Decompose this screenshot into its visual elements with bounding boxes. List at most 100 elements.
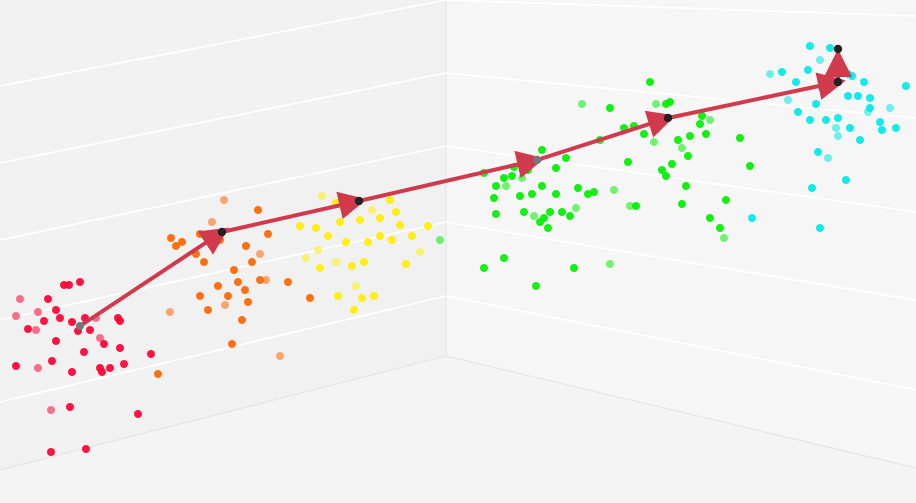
scatter-point — [318, 192, 326, 200]
scatter-point — [214, 282, 222, 290]
trajectory-waypoint — [833, 44, 843, 54]
scatter-point — [844, 92, 852, 100]
scatter-point — [682, 182, 690, 190]
gridline — [0, 221, 447, 321]
trajectory-waypoint — [354, 196, 364, 206]
scatter-point — [816, 224, 824, 232]
trajectory-arrow — [357, 150, 545, 203]
scatter-point — [502, 182, 510, 190]
scatter-point — [52, 337, 60, 345]
scatter-point — [208, 218, 216, 226]
gridlines — [0, 0, 916, 402]
scatter-point — [296, 222, 304, 230]
scatter-point — [832, 124, 840, 132]
scatter-point — [376, 232, 384, 240]
scatter-point — [698, 112, 706, 120]
scatter-point — [334, 292, 342, 300]
scatter-point — [552, 164, 560, 172]
scatter-point — [500, 174, 508, 182]
scatter-point — [16, 295, 24, 303]
scatter-point — [536, 218, 544, 226]
scatter-point — [606, 104, 614, 112]
scatter-point — [40, 317, 48, 325]
scatter-point — [626, 202, 634, 210]
scatter-point — [178, 238, 186, 246]
scatter-point — [234, 278, 242, 286]
scatter-point — [854, 92, 862, 100]
scatter-point — [386, 196, 394, 204]
scatter-point — [856, 136, 864, 144]
scatter-point — [834, 132, 842, 140]
scatter-point — [244, 298, 252, 306]
scatter-point — [686, 132, 694, 140]
scatter-point — [120, 360, 128, 368]
scatter-point — [408, 232, 416, 240]
scatter-point — [34, 364, 42, 372]
scatter-point — [492, 210, 500, 218]
scatter-point — [376, 214, 384, 222]
scatter-point — [256, 250, 264, 258]
trajectory-waypoint — [663, 113, 673, 123]
trajectory-arrow — [535, 110, 676, 162]
scatter-point — [248, 258, 256, 266]
scatter-point — [650, 138, 658, 146]
gridline — [445, 72, 916, 119]
scatter-point — [572, 204, 580, 212]
scatter-point — [610, 186, 618, 194]
scatter-point — [238, 316, 246, 324]
scatter-point — [746, 162, 754, 170]
scatter-point — [364, 238, 372, 246]
scatter-point — [892, 124, 900, 132]
scatter-point — [116, 344, 124, 352]
scatter-point — [96, 334, 104, 342]
trajectory-arrow — [78, 227, 229, 328]
trajectory-waypoint — [217, 227, 227, 237]
scatter-point — [100, 340, 108, 348]
scatter-point — [82, 445, 90, 453]
scatter-point — [902, 82, 910, 90]
scatter-point — [436, 236, 444, 244]
scatter-point — [167, 234, 175, 242]
scatter-point — [814, 148, 822, 156]
scatter-point — [254, 206, 262, 214]
scatter-point — [532, 282, 540, 290]
scatter-point — [538, 146, 546, 154]
scatter-point — [350, 306, 358, 314]
scatter-point — [702, 130, 710, 138]
scatter-point — [314, 246, 322, 254]
scatter-point — [778, 68, 786, 76]
gridline — [0, 145, 447, 241]
scatter-point — [256, 276, 264, 284]
scatter-point — [96, 364, 104, 372]
scatter-point — [147, 350, 155, 358]
scatter-point — [196, 230, 204, 238]
trajectory-waypoint — [76, 322, 84, 330]
scatter-point — [678, 200, 686, 208]
scatter-point — [716, 224, 724, 232]
scatter-point — [316, 264, 324, 272]
scatter-point — [562, 154, 570, 162]
scatter-point — [546, 208, 554, 216]
scatter-point — [674, 136, 682, 144]
scatter-point — [44, 295, 52, 303]
scatter-point — [396, 221, 404, 229]
trajectory-waypoint — [833, 77, 843, 87]
scatter-point — [528, 190, 536, 198]
gridline — [0, 72, 447, 164]
scatter-point — [24, 325, 32, 333]
scatter-point — [518, 174, 526, 182]
scatter-point — [846, 124, 854, 132]
scatter-point — [204, 306, 212, 314]
scatter-point — [574, 184, 582, 192]
scatter-point — [264, 230, 272, 238]
pane-edge-left-floor — [0, 355, 447, 471]
scatter-point — [342, 238, 350, 246]
scatter-point — [262, 276, 270, 284]
scatter-point — [748, 214, 756, 222]
trajectory-waypoint — [532, 155, 542, 165]
scatter-point — [241, 286, 249, 294]
scatter-point — [116, 317, 124, 325]
scatter-point — [652, 100, 660, 108]
